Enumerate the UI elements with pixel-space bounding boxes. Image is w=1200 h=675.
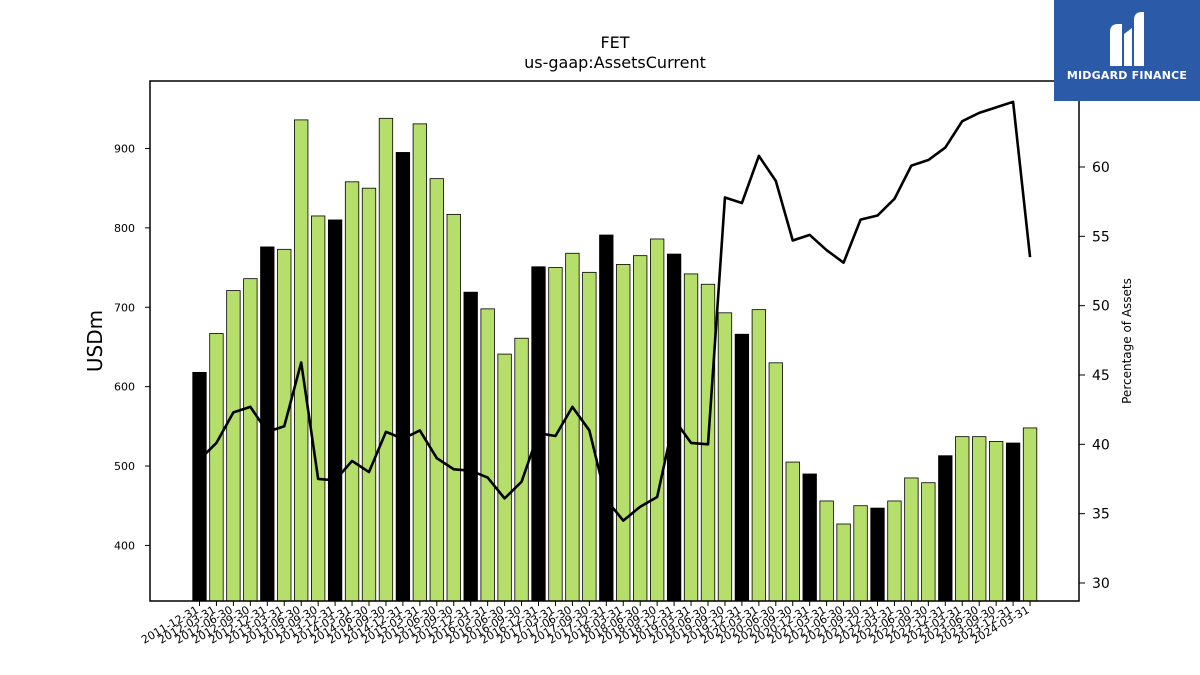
bar-2017-09-30 xyxy=(582,271,597,602)
bar-2023-09-30 xyxy=(989,441,1004,602)
bar-2016-06-30 xyxy=(497,353,512,602)
bar-2012-03-31 xyxy=(209,333,224,602)
y2-tick-label: 50 xyxy=(1092,299,1110,315)
bar-2012-06-30 xyxy=(226,290,241,602)
bar-2015-09-30 xyxy=(446,213,461,602)
bar-2019-09-30 xyxy=(717,312,733,602)
y2-tick-label: 55 xyxy=(1092,229,1110,245)
bar-2016-03-31 xyxy=(480,308,495,602)
bar-series xyxy=(192,117,1038,602)
y2-tick-label: 35 xyxy=(1092,507,1110,523)
midgard-logo-icon xyxy=(1110,12,1144,66)
bar-2023-03-31 xyxy=(955,436,970,602)
x-axis: 2011-12-312012-03-312012-06-302012-09-30… xyxy=(139,601,1032,647)
y-axis-label: USDm xyxy=(83,310,107,372)
y2-tick-label: 40 xyxy=(1092,437,1110,453)
logo-text: MIDGARD FINANCE xyxy=(1066,69,1188,82)
y2-tick-label: 60 xyxy=(1092,160,1110,176)
y-tick-label: 900 xyxy=(114,142,135,155)
bar-2014-06-30 xyxy=(361,187,377,602)
bar-2014-09-30 xyxy=(378,117,394,602)
bar-2022-09-30 xyxy=(921,482,936,602)
bar-2011-12-31 xyxy=(192,371,207,602)
plot-frame xyxy=(149,80,1080,602)
y-tick-label: 400 xyxy=(114,539,135,552)
bar-2023-12-31 xyxy=(1005,442,1021,602)
bar-2020-09-30 xyxy=(785,461,800,602)
bar-2020-03-31 xyxy=(751,309,766,602)
bar-2021-06-30 xyxy=(836,523,851,602)
bar-2017-12-31 xyxy=(599,234,614,602)
bar-2019-12-31 xyxy=(734,333,750,602)
bar-2015-12-31 xyxy=(463,291,478,602)
bar-2014-03-31 xyxy=(344,181,360,602)
bar-2021-09-30 xyxy=(853,505,868,602)
y-tick-label: 500 xyxy=(114,460,135,473)
chart-title: FET xyxy=(600,33,629,52)
bar-2017-06-30 xyxy=(565,252,580,602)
y-axis-right: 30 35 40 45 50 55 60 xyxy=(1079,160,1110,592)
y-tick-label: 800 xyxy=(114,222,135,235)
y-tick-label: 600 xyxy=(114,381,135,394)
bar-2021-12-31 xyxy=(870,507,885,602)
y-tick-label: 700 xyxy=(114,301,135,314)
bar-2018-03-31 xyxy=(616,263,631,602)
bar-2015-03-31 xyxy=(412,123,428,602)
line-series xyxy=(198,100,1032,522)
bar-2012-09-30 xyxy=(243,278,258,602)
y2-tick-label: 45 xyxy=(1092,368,1110,384)
bar-2020-06-30 xyxy=(768,362,783,602)
bar-2014-12-31 xyxy=(395,152,411,602)
bar-2013-06-30 xyxy=(294,119,309,602)
bar-2013-09-30 xyxy=(310,215,326,602)
y-axis-left: 400 500 600 700 800 900 xyxy=(114,142,150,552)
bar-2015-06-30 xyxy=(429,178,444,602)
bar-2022-12-31 xyxy=(938,455,953,602)
bar-2023-06-30 xyxy=(972,436,987,602)
bar-2021-03-31 xyxy=(819,500,834,602)
midgard-finance-logo: MIDGARD FINANCE xyxy=(1054,0,1200,101)
bar-2022-06-30 xyxy=(904,477,919,602)
bar-2013-12-31 xyxy=(327,219,343,602)
bar-2020-12-31 xyxy=(802,473,817,602)
y2-axis-label: Percentage of Assets xyxy=(1120,278,1134,404)
bar-2018-09-30 xyxy=(650,238,665,602)
y2-tick-label: 30 xyxy=(1092,576,1110,592)
bar-2022-03-31 xyxy=(887,500,902,602)
chart-subtitle: us-gaap:AssetsCurrent xyxy=(524,53,706,72)
percentage-line xyxy=(198,100,1032,522)
bar-2024-03-31 xyxy=(1022,427,1038,602)
bar-2018-06-30 xyxy=(633,255,648,602)
